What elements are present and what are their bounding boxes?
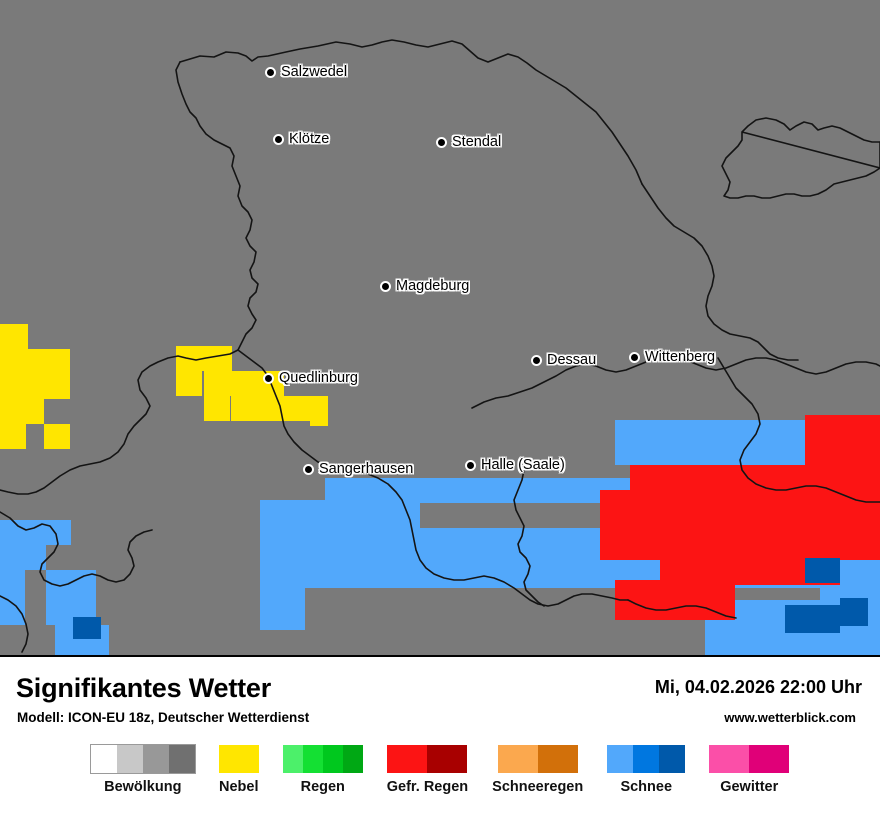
city-dot-icon [265,66,276,78]
legend-swatch [218,745,259,773]
legend-item[interactable]: Gewitter [709,745,790,795]
city-label: Quedlinburg [279,370,358,386]
legend-item[interactable]: Gefr. Regen [387,745,468,795]
legend-item[interactable]: Schnee [607,745,686,795]
weather-cell-fog [231,396,311,421]
city-marker[interactable]: Klötze [273,131,329,147]
legend-label: Schnee [620,779,673,795]
legend-swatch-group [497,745,578,773]
legend-swatch-group [89,744,196,774]
legend-swatch [282,745,303,773]
weather-map[interactable]: Salzwedel Klötze Stendal Magdeburg Quedlinbu… [0,0,880,655]
weather-cell-fog [44,424,70,449]
legend-swatch [659,745,686,773]
legend-swatch-group [709,745,790,773]
legend-label: Bewölkung [104,779,182,795]
legend-swatch [497,745,538,773]
city-dot-icon [380,280,391,292]
weather-cell-snow_light [300,500,420,528]
weather-cell-fog [0,349,70,374]
city-marker[interactable]: Stendal [436,134,501,150]
legend-swatch [607,745,634,773]
weather-cell-fog [176,371,202,396]
city-marker[interactable]: Sangerhausen [303,461,413,477]
city-marker[interactable]: Dessau [531,352,596,368]
city-marker[interactable]: Magdeburg [380,278,469,294]
legend-label: Nebel [219,779,259,795]
city-dot-icon [629,351,640,363]
legend-swatch [142,745,169,773]
legend-swatch [342,745,363,773]
weather-cell-snow_heavy [840,598,868,626]
city-label: Salzwedel [281,64,348,80]
city-label: Halle (Saale) [481,457,565,473]
weather-cell-fog [0,399,44,424]
city-label: Stendal [452,134,502,150]
weather-legend: Bewölkung Nebel Regen Gefr. Regen Schneerege… [0,744,880,795]
footer-divider [0,655,880,657]
legend-swatch [387,745,428,773]
city-label: Dessau [547,352,597,368]
weather-cell-snow_light [46,520,71,545]
legend-label: Gewitter [720,779,779,795]
city-marker[interactable]: Wittenberg [629,349,715,365]
legend-swatch [168,745,195,773]
legend-swatch [709,745,750,773]
legend-swatch [322,745,343,773]
legend-swatch [302,745,323,773]
region-borders [0,39,880,653]
city-dot-icon [263,372,274,384]
legend-label: Gefr. Regen [386,779,469,795]
weather-cell-snow_heavy [73,617,101,639]
city-dot-icon [465,459,476,471]
legend-swatch [537,745,578,773]
legend-item[interactable]: Schneeregen [492,745,583,795]
legend-item[interactable]: Bewölkung [89,744,196,795]
city-dot-icon [303,463,314,475]
city-label: Sangerhausen [319,461,414,477]
legend-swatch [90,745,117,773]
city-dot-icon [273,133,284,145]
weather-cell-freezing_rain [615,580,735,620]
weather-cell-freezing_rain [805,415,880,465]
weather-cell-fog [0,424,26,449]
weather-cell-fog [204,396,230,421]
city-marker[interactable]: Halle (Saale) [465,457,565,473]
legend-swatch [633,745,660,773]
city-label-layer: Salzwedel Klötze Stendal Magdeburg Quedlinbu… [263,64,715,477]
city-label: Wittenberg [645,349,716,365]
page-title: Signifikantes Wetter [16,673,272,703]
legend-swatch [427,745,468,773]
legend-label: Regen [300,779,345,795]
weather-overlay-layer [0,324,880,655]
city-dot-icon [531,354,542,366]
city-dot-icon [436,136,447,148]
city-label: Klötze [289,131,330,147]
legend-swatch-group [282,745,363,773]
city-label: Magdeburg [396,278,470,294]
map-footer: Signifikantes Wetter Modell: ICON-EU 18z… [0,655,880,830]
legend-item[interactable]: Regen [282,745,363,795]
weather-cell-snow_heavy [785,605,840,633]
weather-cell-snow_heavy [805,558,840,583]
city-marker[interactable]: Quedlinburg [263,370,358,386]
weather-cell-freezing_rain [805,460,880,505]
forecast-datetime: Mi, 04.02.2026 22:00 Uhr [654,677,862,697]
weather-cell-fog [0,324,28,349]
website-url: www.wetterblick.com [724,710,856,725]
legend-swatch-group [387,745,468,773]
legend-swatch [116,745,143,773]
weather-cell-snow_light [260,500,305,630]
city-marker[interactable]: Salzwedel [265,64,347,80]
model-subtitle: Modell: ICON-EU 18z, Deutscher Wetterdie… [17,710,310,725]
legend-swatch-group [218,745,259,773]
legend-swatch-group [607,745,686,773]
weather-cell-fog [0,374,70,399]
weather-cell-snow_light [0,570,25,598]
weather-cell-fog [310,396,328,426]
legend-item[interactable]: Nebel [218,745,259,795]
legend-label: Schneeregen [492,779,584,795]
legend-swatch [749,745,790,773]
